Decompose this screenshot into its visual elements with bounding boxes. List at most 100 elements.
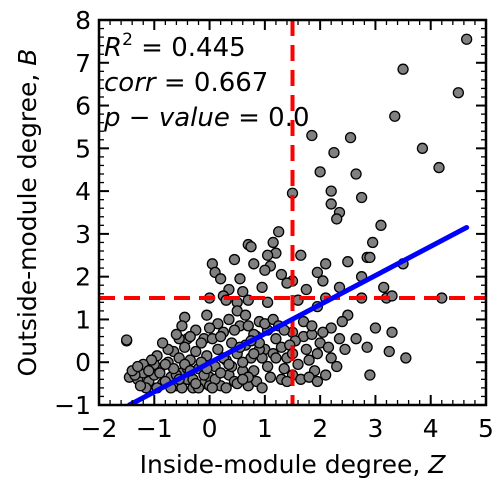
data-point <box>256 281 268 294</box>
data-point <box>239 309 252 321</box>
data-point <box>311 348 324 360</box>
data-point <box>331 360 343 373</box>
data-point <box>303 354 315 366</box>
regression-line <box>126 224 470 405</box>
axis-ticks <box>98 19 487 406</box>
data-point <box>220 382 232 394</box>
data-point <box>300 343 312 356</box>
y-tick-label: 8 <box>75 6 91 35</box>
data-point <box>300 283 312 296</box>
annotation-correlation: corr = 0.667 <box>104 68 268 98</box>
data-point <box>120 334 133 346</box>
data-point <box>389 110 401 122</box>
y-tick-label: 5 <box>75 134 91 163</box>
data-point <box>325 198 337 210</box>
data-point <box>237 373 249 385</box>
data-point <box>460 33 473 45</box>
data-point <box>314 166 326 178</box>
data-point <box>214 330 227 343</box>
data-point <box>261 360 274 373</box>
data-point <box>203 322 216 334</box>
data-point <box>311 266 324 279</box>
data-point <box>245 241 257 253</box>
x-tick-label: −2 <box>81 414 118 443</box>
data-point <box>143 365 155 377</box>
data-point <box>397 63 409 75</box>
x-tick-label: 3 <box>367 414 383 443</box>
data-point <box>339 343 351 356</box>
data-point <box>190 377 202 390</box>
data-point <box>256 382 268 394</box>
y-tick-label: 4 <box>75 177 91 206</box>
y-axis-label: Outside-module degree, B <box>13 49 42 377</box>
data-point <box>278 362 290 375</box>
data-point <box>270 333 282 345</box>
data-point <box>311 375 324 388</box>
data-point <box>223 358 235 371</box>
data-point <box>259 264 271 276</box>
data-point <box>325 185 337 197</box>
data-point <box>228 253 241 266</box>
data-point <box>328 146 340 159</box>
data-point <box>273 226 285 238</box>
y-tick-label: 2 <box>75 263 91 292</box>
data-point <box>386 326 398 338</box>
data-point <box>306 320 318 332</box>
data-point <box>281 375 293 388</box>
data-point <box>270 352 282 364</box>
data-point <box>325 352 337 364</box>
x-tick-label: −1 <box>136 414 173 443</box>
data-point <box>336 315 348 328</box>
data-point <box>322 341 335 353</box>
data-point <box>159 358 171 371</box>
data-point <box>176 320 188 332</box>
data-point <box>261 296 274 308</box>
data-point <box>154 367 166 379</box>
overlay-lines <box>99 20 486 405</box>
data-point <box>400 352 412 364</box>
data-point <box>295 249 307 261</box>
data-point <box>248 258 260 270</box>
data-point <box>214 273 227 285</box>
data-point <box>416 142 429 154</box>
data-point <box>342 256 354 268</box>
data-point <box>242 320 254 332</box>
data-point <box>350 168 362 180</box>
data-point <box>237 285 249 298</box>
data-point <box>264 371 277 383</box>
data-point <box>367 236 379 249</box>
data-point <box>179 341 191 353</box>
data-point <box>364 369 376 381</box>
data-point <box>350 333 362 345</box>
annotation-r-squared: R2 = 0.445 <box>104 30 246 63</box>
x-axis-label: Inside-module degree, Z <box>140 450 447 479</box>
y-tick-label: 0 <box>75 348 91 377</box>
x-tick-label: 1 <box>257 414 273 443</box>
x-tick-label: 2 <box>312 414 328 443</box>
y-tick-label: −1 <box>54 391 91 420</box>
data-point <box>267 236 279 249</box>
data-point <box>292 358 304 371</box>
plot-frame <box>97 18 488 407</box>
data-point <box>201 309 213 321</box>
data-point <box>223 313 235 326</box>
data-point <box>132 360 144 373</box>
data-point <box>206 382 218 394</box>
data-point <box>433 161 445 174</box>
y-tick-label: 1 <box>75 305 91 334</box>
data-point <box>383 345 395 358</box>
data-point <box>275 268 288 281</box>
data-point <box>306 129 318 142</box>
data-point <box>375 219 387 231</box>
data-point <box>369 322 382 334</box>
data-point <box>378 281 390 294</box>
data-point <box>234 273 246 285</box>
data-point <box>184 330 196 343</box>
data-point <box>248 348 260 360</box>
data-point <box>361 341 373 353</box>
data-point <box>212 343 224 356</box>
data-point <box>333 333 346 345</box>
y-tick-label: 6 <box>75 92 91 121</box>
